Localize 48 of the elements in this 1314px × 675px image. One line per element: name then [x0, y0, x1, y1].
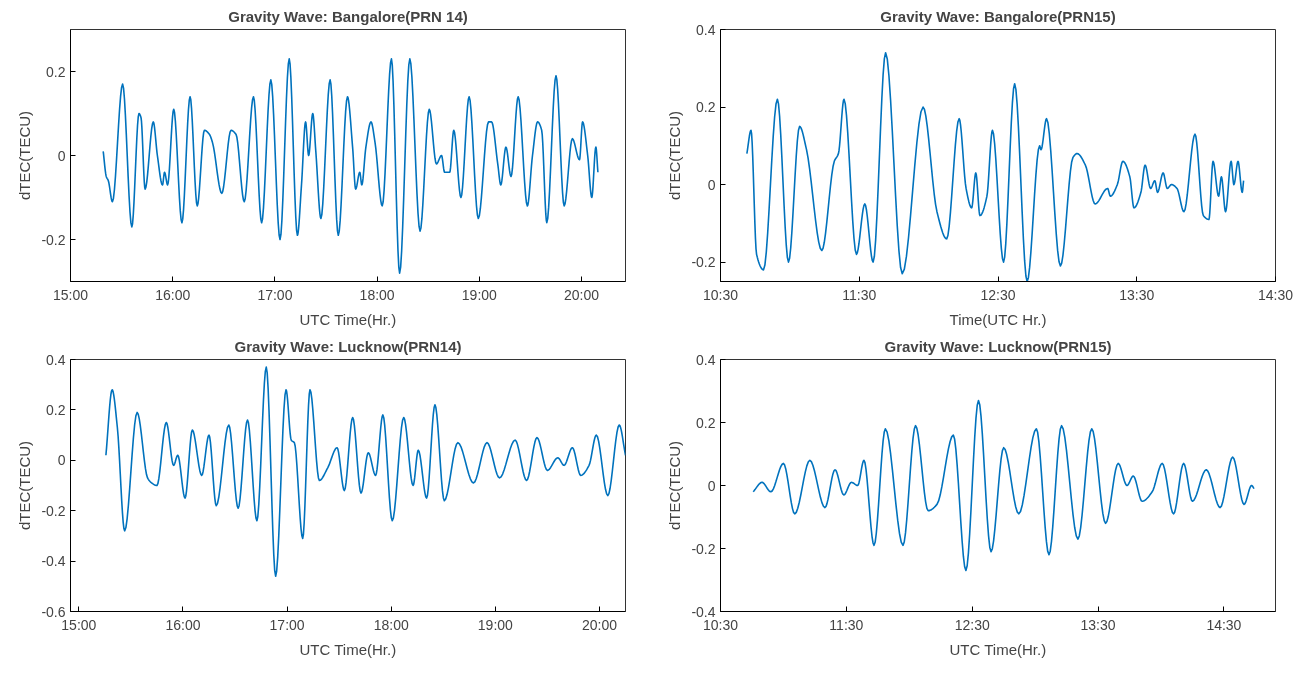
y-tick-label: 0.4	[46, 351, 66, 368]
x-tick-label: 18:00	[373, 616, 409, 633]
x-tick-label: 12:30	[954, 616, 990, 633]
x-tick-label: 14:30	[1206, 616, 1242, 633]
x-axis-title: Time(UTC Hr.)	[949, 310, 1047, 328]
chart-title: Gravity Wave: Bangalore(PRN 14)	[228, 7, 468, 25]
chart-title: Gravity Wave: Lucknow(PRN14)	[234, 337, 462, 355]
x-axis-title: UTC Time(Hr.)	[299, 310, 397, 328]
y-tick-label: -0.2	[41, 231, 66, 248]
x-tick-label: 17:00	[269, 616, 305, 633]
y-tick-label: 0	[707, 477, 716, 494]
y-tick-label: -0.2	[691, 540, 716, 557]
x-tick-label: 10:30	[702, 286, 739, 303]
y-tick-label: -0.2	[41, 502, 66, 519]
x-tick-label: 19:00	[477, 616, 514, 633]
x-tick-label: 19:00	[461, 286, 498, 303]
x-tick-label: 13:30	[1080, 616, 1116, 633]
x-tick-label: 13:30	[1119, 286, 1155, 303]
y-tick-label: 0	[57, 452, 66, 469]
x-tick-label: 14:30	[1257, 286, 1294, 303]
y-tick-label: 0.2	[46, 401, 66, 418]
x-tick-label: 20:00	[564, 286, 600, 303]
x-tick-label: 16:00	[165, 616, 201, 633]
y-axis-title: dTEC(TECU)	[16, 440, 34, 531]
y-axis-title: dTEC(TECU)	[666, 110, 684, 201]
x-axis-title: UTC Time(Hr.)	[949, 640, 1047, 658]
y-tick-label: 0.2	[46, 63, 66, 80]
x-tick-label: 15:00	[52, 286, 89, 303]
x-tick-label: 18:00	[359, 286, 395, 303]
x-tick-label: 16:00	[155, 286, 191, 303]
y-tick-label: 0.2	[696, 414, 716, 431]
x-axis-title: UTC Time(Hr.)	[299, 640, 397, 658]
x-tick-label: 11:30	[842, 286, 877, 303]
y-axis-title: dTEC(TECU)	[666, 440, 684, 531]
y-axis-title: dTEC(TECU)	[16, 110, 34, 201]
x-tick-label: 11:30	[829, 616, 864, 633]
y-tick-label: 0	[57, 147, 66, 164]
y-tick-label: 0	[707, 176, 716, 193]
y-tick-label: 0.4	[696, 21, 716, 38]
x-tick-label: 12:30	[980, 286, 1016, 303]
x-tick-label: 20:00	[581, 616, 618, 633]
x-tick-label: 17:00	[257, 286, 293, 303]
chart-title: Gravity Wave: Lucknow(PRN15)	[884, 337, 1112, 355]
y-tick-label: 0.4	[696, 351, 716, 368]
y-tick-label: -0.4	[41, 553, 66, 570]
y-tick-label: 0.2	[696, 99, 716, 116]
chart-title: Gravity Wave: Bangalore(PRN15)	[880, 7, 1116, 25]
y-tick-label: -0.2	[691, 254, 716, 271]
